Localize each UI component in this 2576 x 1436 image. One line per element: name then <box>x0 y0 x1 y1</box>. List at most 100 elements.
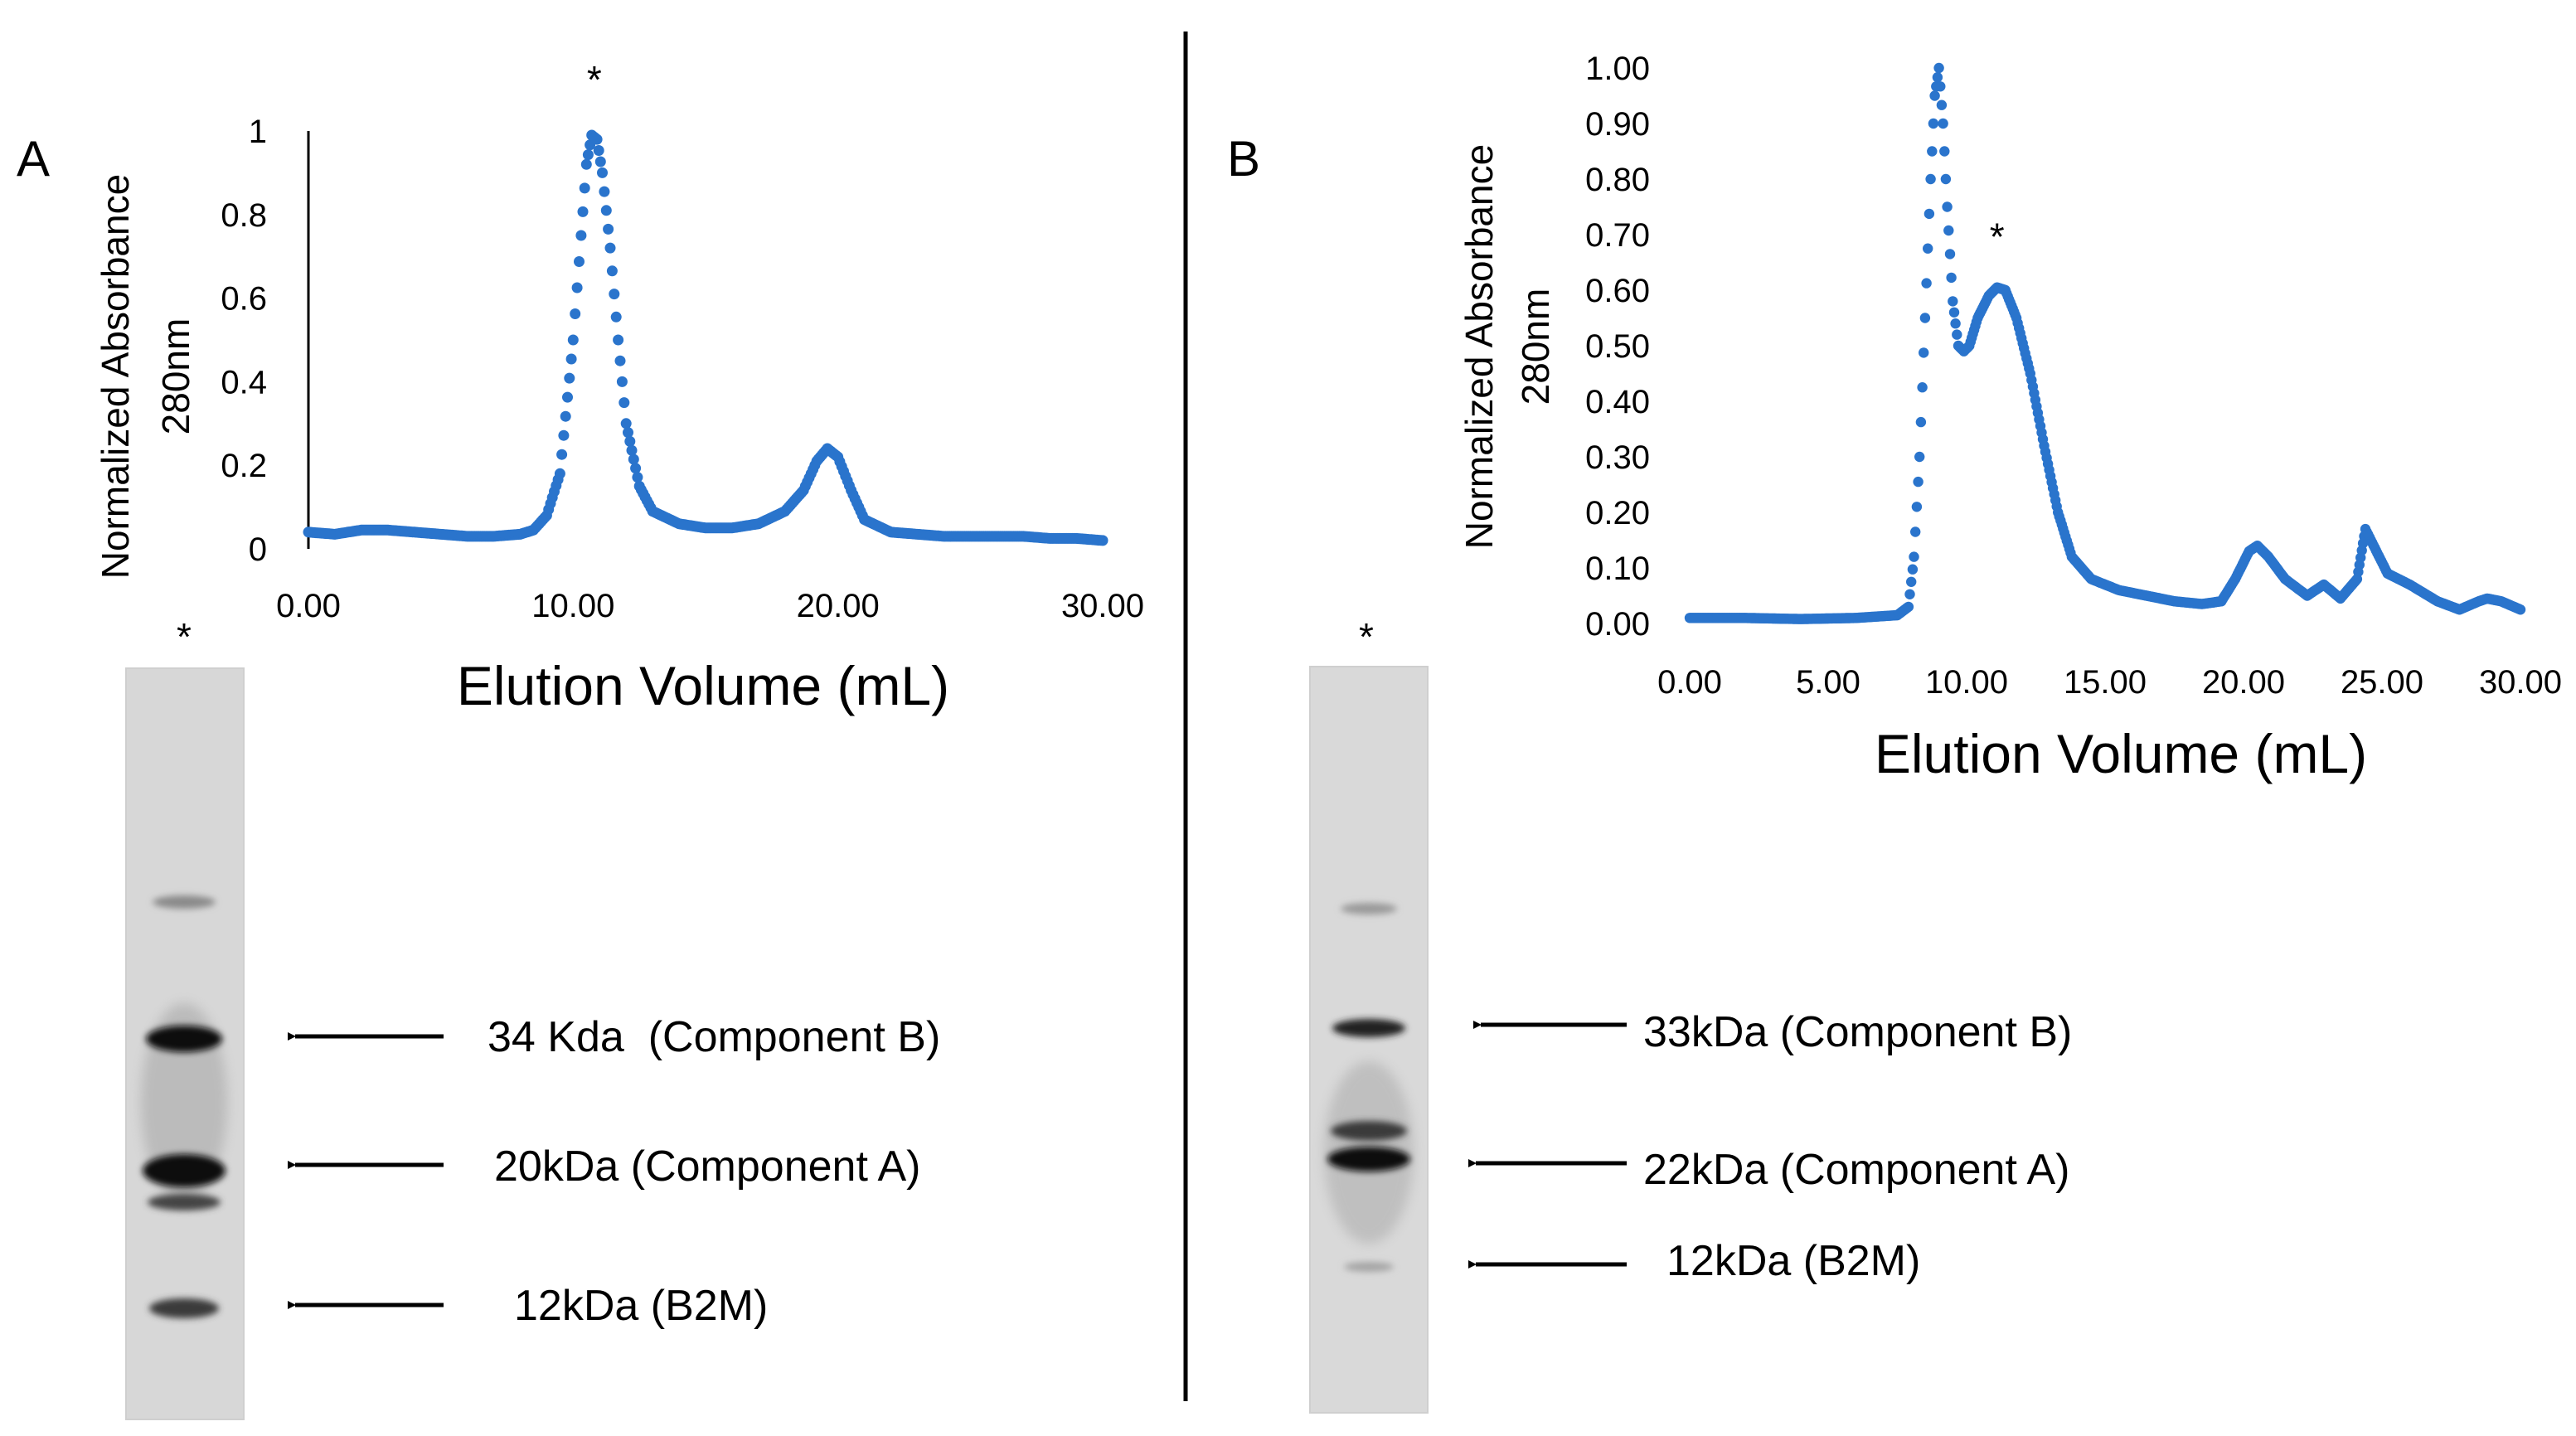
chart-b-y-tick-label: 0.10 <box>1585 551 1650 587</box>
chart-a-x-tick-label: 20.00 <box>797 588 880 624</box>
chart-b-data-point <box>1938 118 1948 129</box>
chart-a-data-point <box>570 308 581 319</box>
chart-a-x-tick-label: 0.00 <box>276 588 341 624</box>
chart-b-series <box>1684 62 2526 624</box>
chart-a-y-tick-label: 0.2 <box>221 448 267 484</box>
chart-b-y-tick-label: 0.80 <box>1585 162 1650 198</box>
chart-a-data-point <box>574 256 585 267</box>
chart-a-data-point <box>582 149 594 161</box>
chart-b-data-point <box>1948 296 1958 307</box>
chart-a-data-point <box>560 410 571 422</box>
chart-a-data-point <box>604 242 616 254</box>
chart-b-y-axis-label-unit: 280nm <box>1514 289 1557 405</box>
chart-a-y-axis-label-unit: 280nm <box>154 318 197 435</box>
chart-a: 0 0.2 0.4 0.6 0.8 1 0.00 10.00 20.00 30.00 Norma… <box>94 58 1144 716</box>
chart-a-data-point <box>593 145 604 156</box>
chart-a-data-point <box>600 205 612 216</box>
chart-b-y-tick-label: 0.60 <box>1585 273 1650 309</box>
chart-b-data-point <box>1909 551 1919 562</box>
chart-b-data-point <box>1915 416 1927 428</box>
chart-a-data-point <box>564 372 575 384</box>
chart-a-data-point <box>580 158 592 170</box>
chart-b-data-point <box>1903 601 1914 613</box>
chart-a-data-point <box>626 444 638 456</box>
chart-b-data-point <box>1946 272 1957 284</box>
chart-b-data-point <box>1907 564 1919 575</box>
chart-a-data-point <box>1097 535 1109 546</box>
chart-b-data-point <box>1923 243 1933 254</box>
chart-a-data-point <box>565 353 577 365</box>
chart-a-data-point <box>620 418 632 429</box>
chart-b-data-point <box>1921 278 1932 289</box>
chart-b-data-point <box>1950 318 1961 329</box>
gel-b-lane <box>1310 667 1428 1413</box>
chart-b-data-point <box>1928 118 1939 129</box>
chart-b-y-tick-label: 0.50 <box>1585 328 1650 365</box>
chart-b-x-tick-label: 30.00 <box>2479 664 2562 701</box>
chart-a-data-point <box>591 133 603 145</box>
gel-a-band-20kda <box>143 1154 226 1187</box>
chart-a-data-point <box>632 472 643 483</box>
gel-b-lane-edge <box>1309 666 1429 1414</box>
gel-b-band-doublet <box>1331 1121 1407 1141</box>
gel-b-label-22kda: 22kDa (Component A) <box>1643 1146 2070 1194</box>
gel-a-label-20kda: 20kDa (Component A) <box>494 1142 921 1191</box>
chart-a-y-tick-label: 0.8 <box>221 197 267 234</box>
chart-a-y-axis-label: Normalized Absorbance <box>94 174 137 579</box>
chart-b-data-point <box>1924 208 1935 220</box>
chart-b-y-tick-label: 0.70 <box>1585 217 1650 254</box>
chart-a-data-point <box>619 397 630 409</box>
chart-a-data-point <box>628 454 639 465</box>
chart-b-data-point <box>1919 313 1931 323</box>
panel-letter-b: B <box>1227 131 1260 187</box>
chart-a-x-tick-label: 30.00 <box>1061 588 1144 624</box>
chart-a-data-point <box>579 182 590 194</box>
chart-b: 0.00 0.10 0.20 0.30 0.40 0.50 0.60 0.70 0.80 0.90… <box>1458 51 2562 784</box>
chart-a-data-point <box>577 206 589 217</box>
chart-b-y-tick-label: 0.90 <box>1585 106 1650 143</box>
gel-a-lane-star: * <box>177 615 192 658</box>
gel-b-faint-band-top <box>1341 903 1397 914</box>
chart-a-data-point <box>594 156 606 167</box>
gel-a-lane-edge <box>125 667 245 1420</box>
chart-a-data-point <box>623 427 633 439</box>
chart-b-x-axis-label: Elution Volume (mL) <box>1875 723 2367 784</box>
gel-a-band-34kda <box>146 1026 222 1052</box>
gel-b-band-33kda <box>1332 1019 1405 1037</box>
chart-a-data-point <box>603 223 614 235</box>
chart-a-data-point <box>556 449 568 460</box>
chart-b-x-tick-label: 5.00 <box>1796 664 1860 701</box>
chart-b-x-tick-label: 0.00 <box>1657 664 1722 701</box>
gel-a-faint-band-top <box>153 895 216 909</box>
chart-a-y-ticks: 0 0.2 0.4 0.6 0.8 1 <box>221 114 267 568</box>
chart-b-data-point <box>1904 589 1915 599</box>
chart-a-data-point <box>610 311 622 323</box>
chart-b-data-point <box>1942 201 1953 212</box>
chart-a-x-axis-label: Elution Volume (mL) <box>457 655 949 716</box>
chart-a-data-point <box>575 230 587 241</box>
chart-a-data-point <box>614 355 626 366</box>
chart-a-data-point <box>630 463 642 474</box>
chart-b-data-point <box>1919 347 1929 358</box>
gel-a-label-34kda: 34 Kda (Component B) <box>488 1013 940 1061</box>
gel-b-band-22kda <box>1327 1147 1410 1172</box>
chart-b-peak-star: * <box>1990 215 2005 258</box>
chart-b-data-point <box>1943 225 1954 236</box>
chart-b-data-point <box>1932 72 1943 83</box>
chart-a-peak-star: * <box>587 58 602 101</box>
chart-a-data-point <box>613 334 624 346</box>
gel-b-label-33kda: 33kDa (Component B) <box>1643 1008 2072 1056</box>
chart-b-data-point <box>1952 329 1962 340</box>
chart-b-data-point <box>1944 249 1956 260</box>
chart-b-x-ticks: 0.00 5.00 10.00 15.00 20.00 25.00 30.00 <box>1657 664 2562 701</box>
gel-b-label-12kda: 12kDa (B2M) <box>1666 1237 1920 1285</box>
chart-a-series <box>303 129 1109 546</box>
chart-a-x-ticks: 0.00 10.00 20.00 30.00 <box>276 588 1144 624</box>
chart-a-data-point <box>599 186 610 197</box>
chart-b-data-point <box>1906 576 1917 587</box>
chart-a-data-point <box>554 468 565 479</box>
chart-a-data-point <box>562 391 573 403</box>
chart-a-y-tick-label: 0.6 <box>221 281 267 318</box>
chart-b-x-tick-label: 25.00 <box>2341 664 2423 701</box>
